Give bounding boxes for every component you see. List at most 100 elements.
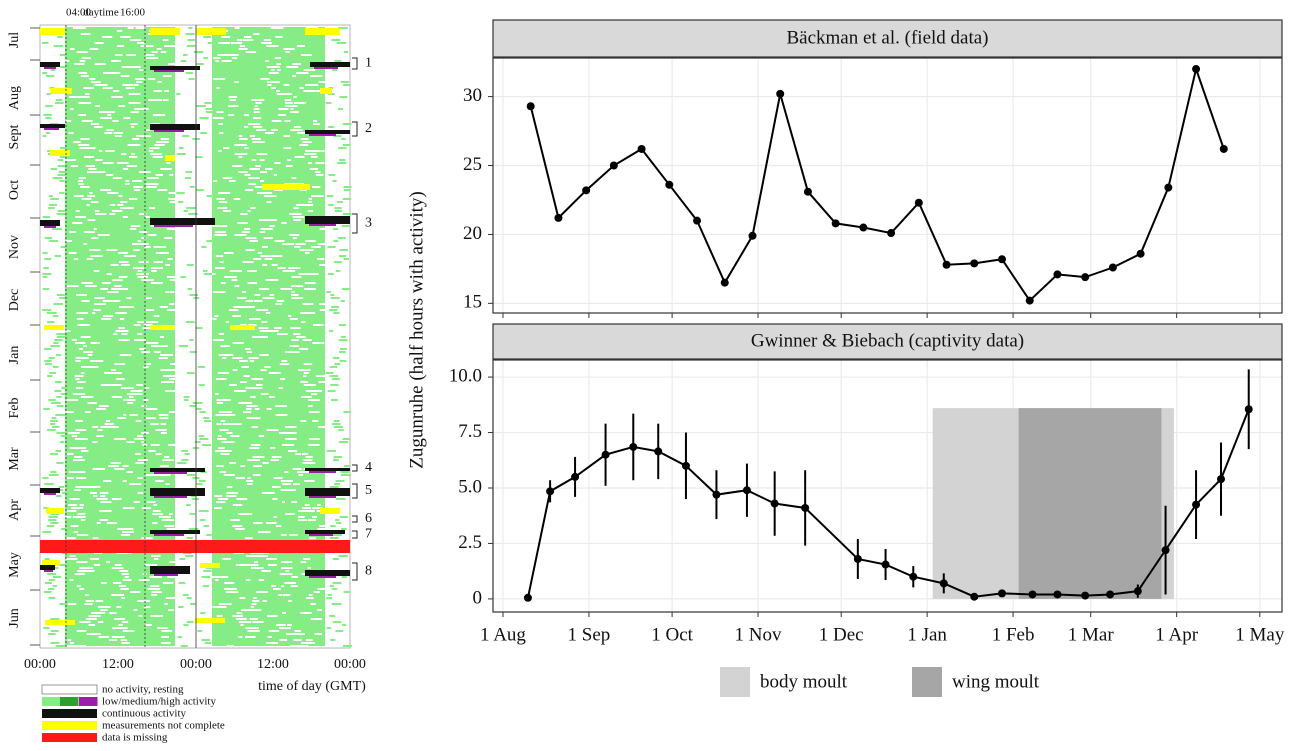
activity-dash bbox=[48, 519, 57, 521]
data-point bbox=[853, 554, 862, 563]
activity-dash bbox=[47, 321, 55, 323]
activity-dash bbox=[329, 309, 338, 311]
rest-gap bbox=[317, 426, 326, 428]
rest-gap bbox=[168, 513, 173, 515]
rest-gap bbox=[79, 456, 83, 458]
rest-gap bbox=[226, 492, 239, 494]
activity-dash bbox=[52, 426, 60, 428]
rest-gap bbox=[253, 108, 260, 110]
rest-gap bbox=[75, 210, 80, 212]
activity-dash bbox=[335, 270, 341, 272]
rest-gap bbox=[152, 510, 161, 512]
month-label: Jul bbox=[7, 32, 22, 48]
activity-dash bbox=[185, 177, 192, 179]
rest-gap bbox=[219, 429, 229, 431]
data-point bbox=[997, 589, 1006, 598]
rest-gap bbox=[258, 327, 269, 329]
period-bracket bbox=[352, 464, 358, 472]
rest-gap bbox=[266, 81, 280, 83]
rest-gap bbox=[225, 591, 239, 593]
continuous-bar bbox=[40, 62, 60, 67]
rest-gap bbox=[313, 120, 318, 122]
rest-gap bbox=[293, 483, 300, 485]
rest-gap bbox=[217, 435, 222, 437]
activity-dash bbox=[42, 216, 50, 218]
rest-gap bbox=[96, 498, 108, 500]
rest-gap bbox=[278, 108, 289, 110]
rest-gap bbox=[241, 231, 250, 233]
rest-gap bbox=[317, 588, 330, 590]
rest-gap bbox=[75, 216, 87, 218]
data-point bbox=[742, 486, 751, 495]
rest-gap bbox=[133, 186, 143, 188]
rest-gap bbox=[90, 201, 99, 203]
rest-gap bbox=[266, 642, 279, 644]
rest-gap bbox=[111, 96, 123, 98]
incomplete-bar bbox=[320, 508, 340, 514]
rest-gap bbox=[145, 474, 159, 476]
rest-gap bbox=[312, 420, 319, 422]
activity-dash bbox=[203, 273, 213, 275]
rest-gap bbox=[83, 156, 95, 158]
rest-gap bbox=[233, 306, 245, 308]
y-tick-label: 15 bbox=[463, 292, 482, 313]
rest-gap bbox=[264, 195, 273, 197]
rest-gap bbox=[310, 603, 316, 605]
rest-gap bbox=[237, 39, 242, 41]
rest-gap bbox=[164, 45, 175, 47]
rest-gap bbox=[304, 288, 316, 290]
rest-gap bbox=[217, 54, 230, 56]
rest-gap bbox=[213, 339, 225, 341]
rest-gap bbox=[266, 219, 277, 221]
rest-gap bbox=[87, 366, 99, 368]
activity-dash bbox=[186, 207, 196, 209]
activity-dash bbox=[343, 411, 351, 413]
rest-gap bbox=[237, 297, 247, 299]
rest-gap bbox=[169, 291, 175, 293]
activity-dash bbox=[47, 375, 53, 377]
rest-gap bbox=[75, 645, 86, 647]
rest-gap bbox=[120, 387, 134, 389]
rest-gap bbox=[263, 237, 273, 239]
rest-gap bbox=[283, 48, 295, 50]
high-activity-bar bbox=[309, 534, 333, 536]
rest-gap bbox=[110, 462, 121, 464]
rest-gap bbox=[131, 39, 142, 41]
rest-gap bbox=[137, 600, 150, 602]
rest-gap bbox=[89, 48, 99, 50]
rest-gap bbox=[260, 78, 270, 80]
rest-gap bbox=[256, 591, 268, 593]
rest-gap bbox=[134, 108, 145, 110]
rest-gap bbox=[114, 363, 125, 365]
rest-gap bbox=[152, 513, 163, 515]
activity-dash bbox=[341, 474, 351, 476]
activity-dash bbox=[336, 42, 347, 44]
rest-gap bbox=[251, 99, 265, 101]
rest-gap bbox=[117, 417, 126, 419]
rest-gap bbox=[289, 318, 298, 320]
rest-gap bbox=[287, 159, 292, 161]
activity-dash bbox=[343, 465, 350, 467]
rest-gap bbox=[243, 411, 252, 413]
rest-gap bbox=[120, 201, 128, 203]
activity-dash bbox=[343, 51, 349, 53]
rest-gap bbox=[146, 177, 159, 179]
rest-gap bbox=[260, 171, 268, 173]
rest-gap bbox=[293, 333, 301, 335]
activity-dash bbox=[50, 423, 56, 425]
activity-dash bbox=[43, 267, 49, 269]
rest-gap bbox=[108, 129, 114, 131]
activity-dash bbox=[187, 39, 195, 41]
rest-gap bbox=[168, 198, 181, 200]
activity-dash bbox=[55, 381, 62, 383]
moult-span bbox=[1018, 408, 1162, 599]
rest-gap bbox=[94, 297, 105, 299]
rest-gap bbox=[311, 246, 321, 248]
data-point bbox=[1192, 65, 1201, 74]
rest-gap bbox=[118, 276, 128, 278]
activity-dash bbox=[340, 336, 346, 338]
rest-gap bbox=[145, 135, 152, 137]
incomplete-bar bbox=[44, 325, 64, 330]
rest-gap bbox=[121, 66, 134, 68]
y-tick-label: 20 bbox=[463, 223, 482, 244]
